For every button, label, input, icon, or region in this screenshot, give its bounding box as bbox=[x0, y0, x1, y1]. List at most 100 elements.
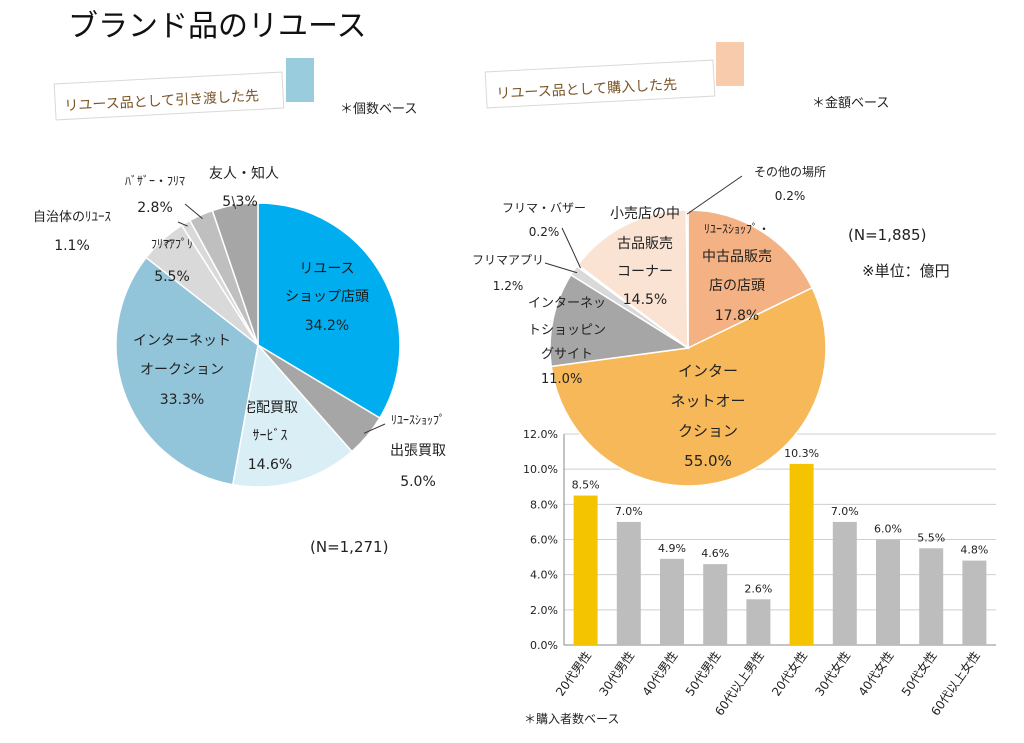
left-pie-leader-line bbox=[165, 239, 173, 244]
left-pie-slice-value: 34.2% bbox=[305, 318, 349, 334]
left-pie-slice-label: オークション bbox=[140, 362, 224, 378]
right-pie-slice-value: 0.2% bbox=[529, 225, 560, 239]
left-pie-slice bbox=[231, 343, 353, 488]
right-basis-note: ＊金額ベース bbox=[812, 95, 889, 111]
left-pie-slice-value: 33.3% bbox=[160, 392, 204, 408]
left-pie-slice-label: ﾌﾘﾏｱﾌﾟﾘ bbox=[151, 237, 193, 251]
left-pie-slice-label: 自治体のﾘﾕｰｽ bbox=[33, 210, 112, 225]
bar-chart-category-label: 50代男性 bbox=[683, 649, 724, 699]
right-pie-slice-label: インター bbox=[678, 362, 738, 380]
right-pie-leader-line bbox=[544, 262, 578, 274]
right-pie-leader-line bbox=[686, 175, 743, 215]
left-pie-slice-label: ﾊﾞｻﾞｰ・ﾌﾘﾏ bbox=[125, 174, 185, 188]
right-pie-slice-label: 小売店の中 bbox=[610, 206, 680, 222]
left-banner: リユース品として引き渡した先 bbox=[53, 58, 314, 121]
right-pie-slice-label: 店の店頭 bbox=[709, 278, 765, 294]
bar-chart-bar bbox=[573, 495, 598, 645]
left-pie-slice-value: 5.0% bbox=[400, 474, 436, 490]
right-pie-slice-value: 11.0% bbox=[541, 372, 582, 387]
left-pie-slice-label: ショップ店頭 bbox=[285, 289, 369, 305]
right-banner: リユース品として購入した先 bbox=[484, 42, 744, 109]
right-pie-slice-label: ネットオー bbox=[670, 392, 745, 410]
right-pie-slice-label: ﾘﾕｰｽｼｮｯﾌﾟ・ bbox=[704, 222, 770, 236]
bar-chart-bar bbox=[616, 521, 641, 645]
bar-chart-value-label: 4.9% bbox=[658, 542, 686, 555]
bar-chart-value-label: 6.0% bbox=[874, 523, 902, 536]
bar-chart-value-label: 10.3% bbox=[784, 447, 819, 460]
left-pie-slice-label: ｻｰﾋﾞｽ bbox=[253, 428, 288, 444]
bar-chart-category-label: 50代女性 bbox=[898, 648, 940, 699]
right-pie-slice-label: トショッピン bbox=[528, 323, 606, 338]
left-pie-leader-line bbox=[177, 221, 188, 227]
left-pie-leader-line bbox=[184, 203, 203, 220]
bar-chart-y-tick-label: 4.0% bbox=[530, 569, 558, 582]
right-pie-slice bbox=[550, 286, 827, 487]
right-pie-slice-label: クション bbox=[678, 422, 738, 440]
bar-chart-value-label: 8.5% bbox=[572, 479, 600, 492]
left-pie-leader-line bbox=[363, 423, 386, 434]
right-pie-slice-label: インターネッ bbox=[528, 296, 606, 311]
bar-chart-y-tick-label: 8.0% bbox=[530, 498, 558, 511]
right-pie-slice bbox=[576, 209, 689, 350]
left-pie-slice-value: 2.8% bbox=[137, 200, 173, 216]
bar-chart-bar bbox=[789, 463, 814, 645]
bar-chart-basis-note: ＊購入者数ベース bbox=[524, 711, 619, 726]
right-pie-slice-label: コーナー bbox=[617, 264, 673, 280]
bar-chart-bar bbox=[832, 521, 857, 645]
right-pie-slice-label: その他の場所 bbox=[754, 165, 826, 179]
bar-chart-value-label: 5.5% bbox=[917, 531, 945, 544]
bar-chart-category-label: 40代男性 bbox=[640, 649, 681, 699]
bar-chart-bar bbox=[746, 599, 771, 645]
left-pie-leader-line bbox=[231, 195, 237, 209]
left-basis-note: ＊個数ベース bbox=[340, 102, 417, 117]
bar-chart-category-label: 30代女性 bbox=[812, 648, 854, 699]
right-pie-slice-label: 古品販売 bbox=[617, 236, 673, 252]
right-pie-slice-label: フリマ・バザー bbox=[502, 201, 586, 215]
right-pie-slice-value: 0.2% bbox=[775, 189, 806, 203]
left-pie-slice bbox=[115, 256, 259, 486]
bar-chart-y-tick-label: 2.0% bbox=[530, 604, 558, 617]
right-pie-n-label: (N=1,885) bbox=[848, 226, 926, 244]
left-banner-box bbox=[53, 71, 285, 121]
right-pie-slice bbox=[687, 209, 814, 350]
bar-chart-y-tick-label: 6.0% bbox=[530, 534, 558, 547]
left-pie-n-label: (N=1,271) bbox=[310, 538, 388, 556]
right-pie-slice bbox=[685, 209, 689, 349]
right-pie-slice-value: 14.5% bbox=[623, 292, 667, 308]
bar-chart-category-label: 20代男性 bbox=[553, 649, 594, 699]
bar-chart-category-label: 40代女性 bbox=[855, 648, 897, 699]
right-pie-slice-value: 55.0% bbox=[684, 452, 732, 470]
page-title: ブランド品のリユース bbox=[68, 9, 367, 44]
right-pie-leader-line bbox=[561, 227, 581, 269]
bar-chart-value-label: 2.6% bbox=[744, 582, 772, 595]
bar-chart-bar bbox=[703, 564, 728, 645]
bar-chart-y-tick-label: 12.0% bbox=[523, 428, 558, 441]
bar-chart-y-tick-label: 10.0% bbox=[523, 463, 558, 476]
right-pie-slice-label: グサイト bbox=[541, 347, 593, 362]
right-pie-slice-label: 中古品販売 bbox=[702, 249, 772, 265]
left-pie-slice-value: 14.6% bbox=[248, 457, 292, 473]
right-banner-accent bbox=[716, 42, 744, 86]
left-pie-slice bbox=[257, 202, 401, 420]
bar-chart-value-label: 7.0% bbox=[615, 505, 643, 518]
left-pie-slice-value: 5.3% bbox=[222, 194, 258, 210]
bar-chart-bar bbox=[962, 560, 987, 645]
right-pie-slice-value: 1.2% bbox=[493, 279, 524, 293]
left-pie-slice-label: 宅配買取 bbox=[242, 400, 298, 416]
bar-chart-y-tick-label: 0.0% bbox=[530, 639, 558, 652]
bar-chart-value-label: 4.8% bbox=[960, 544, 988, 557]
right-pie-unit-label: ※単位：億円 bbox=[862, 262, 950, 280]
left-pie-slice-value: 1.1% bbox=[54, 238, 90, 254]
right-banner-box bbox=[484, 59, 716, 109]
bar-chart-bar bbox=[876, 539, 900, 645]
right-pie-slice bbox=[549, 273, 691, 368]
left-banner-accent bbox=[286, 58, 314, 102]
right-pie-slice-label: フリマアプリ bbox=[472, 253, 544, 267]
bar-chart-bar bbox=[919, 548, 944, 645]
left-pie-slice-value: 5.5% bbox=[154, 269, 190, 285]
bar-chart-bar bbox=[660, 558, 684, 645]
bar-chart-category-label: 30代男性 bbox=[596, 649, 637, 699]
